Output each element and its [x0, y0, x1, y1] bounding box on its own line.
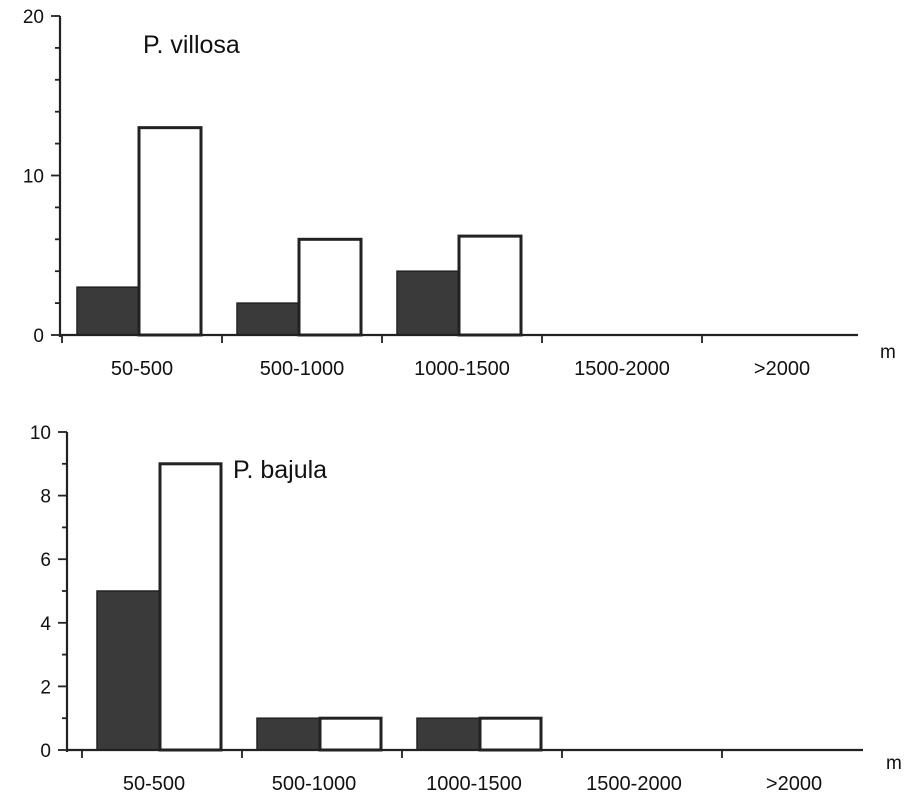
y-tick-label: 8: [40, 487, 51, 508]
chart-title: P. villosa: [143, 31, 240, 59]
bar-light-1: [297, 237, 363, 337]
bar-dark-2: [416, 717, 481, 751]
bar-dark-0: [96, 590, 161, 751]
x-category-label: 50-500: [123, 773, 185, 795]
y-tick-label: 2: [40, 677, 51, 698]
y-tick-label: 0: [40, 741, 51, 762]
y-tick-label: 20: [23, 7, 44, 28]
bar-light-0: [158, 462, 223, 752]
x-category-label: >2000: [766, 773, 822, 795]
x-category-label: 1500-2000: [586, 773, 682, 795]
x-category-label: 500-1000: [260, 358, 345, 380]
x-axis-unit: m: [880, 342, 896, 363]
chart-panel-p-bajula: P. bajula m 0 2 4 6 8 10 50-500 500-1000 1000-15…: [30, 423, 902, 795]
y-tick-label: 6: [40, 550, 51, 571]
x-category-label: >2000: [754, 358, 810, 380]
bar-light-0: [137, 126, 203, 337]
bar-light-2: [478, 716, 543, 752]
x-category-label: 1000-1500: [426, 773, 522, 795]
x-category-label: 1000-1500: [414, 358, 510, 380]
y-tick-label: 10: [23, 167, 44, 188]
bar-dark-1: [236, 302, 300, 336]
y-tick-label: 10: [30, 423, 51, 444]
bar-dark-0: [76, 286, 140, 336]
y-tick-label: 4: [40, 614, 51, 635]
x-category-label: 50-500: [111, 358, 173, 380]
x-category-label: 1500-2000: [574, 358, 670, 380]
bar-dark-1: [256, 717, 321, 751]
y-tick-label: 0: [33, 326, 44, 347]
bar-light-2: [457, 234, 523, 337]
bar-light-1: [318, 716, 383, 752]
chart-panel-p-villosa: P. villosa m 0 10 20 50-500 500-1000 1000-150…: [23, 7, 896, 380]
bar-dark-2: [396, 270, 460, 336]
x-axis-unit: m: [886, 753, 902, 774]
x-category-label: 500-1000: [272, 773, 357, 795]
chart-title: P. bajula: [233, 456, 327, 484]
